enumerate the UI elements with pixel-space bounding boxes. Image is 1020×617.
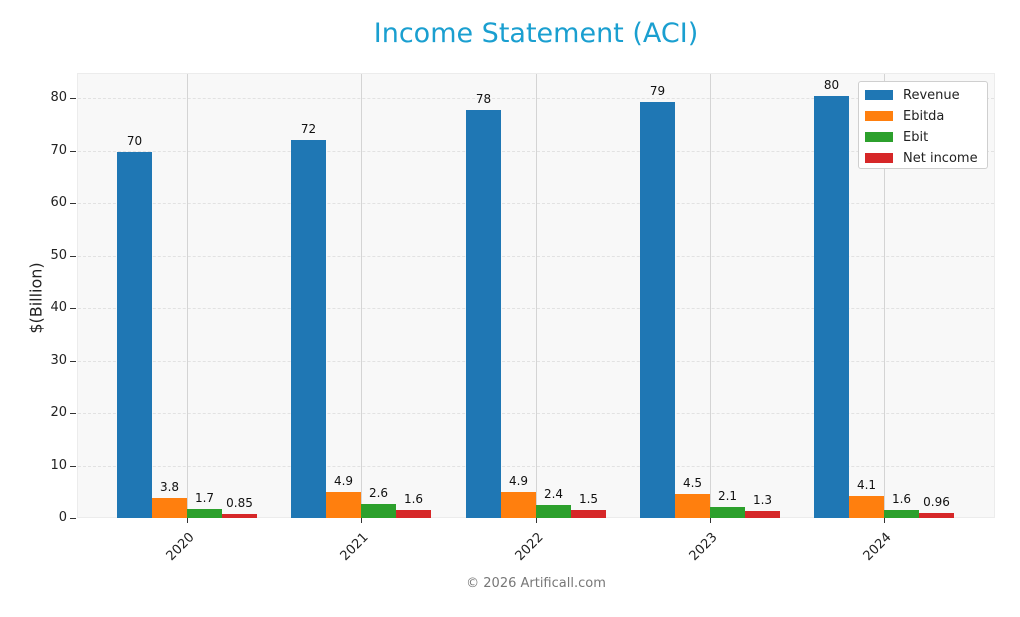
value-label: 1.7 — [194, 491, 215, 506]
y-tick-label: 0 — [58, 510, 67, 525]
value-label: 70 — [126, 133, 143, 148]
bar-net-income-2023[interactable] — [745, 511, 780, 518]
legend-swatch-icon — [865, 90, 893, 100]
legend-item-ebitda[interactable]: Ebitda — [865, 106, 944, 126]
bar-ebitda-2020[interactable] — [152, 498, 187, 518]
value-label: 1.6 — [891, 491, 912, 506]
v-gridline — [187, 74, 188, 517]
v-gridline — [884, 74, 885, 517]
y-tick — [70, 308, 76, 309]
y-axis-title: $(Billion) — [26, 262, 46, 334]
bar-ebitda-2022[interactable] — [501, 492, 536, 518]
value-label: 4.9 — [508, 474, 529, 489]
bar-ebitda-2021[interactable] — [326, 492, 361, 518]
legend-label: Revenue — [903, 87, 960, 103]
bar-revenue-2024[interactable] — [814, 95, 849, 518]
value-label: 0.85 — [226, 495, 253, 510]
y-tick-label: 50 — [50, 247, 67, 263]
y-tick — [70, 413, 76, 414]
y-tick-label: 60 — [50, 195, 67, 210]
x-tick-label: 2021 — [337, 530, 372, 565]
legend-item-net-income[interactable]: Net income — [865, 148, 978, 168]
value-label: 2.4 — [543, 487, 564, 502]
y-tick-label: 20 — [50, 405, 67, 420]
y-tick — [70, 518, 76, 519]
bar-revenue-2020[interactable] — [117, 151, 152, 518]
value-label: 2.6 — [368, 486, 389, 501]
v-gridline — [361, 74, 362, 517]
bar-ebit-2021[interactable] — [361, 504, 396, 518]
x-tick — [710, 518, 711, 523]
legend-label: Ebit — [903, 129, 929, 145]
x-tick — [884, 518, 885, 523]
legend-swatch-icon — [865, 111, 893, 121]
value-label: 2.1 — [717, 488, 738, 503]
bar-net-income-2020[interactable] — [222, 513, 257, 518]
legend-swatch-icon — [865, 132, 893, 142]
y-tick — [70, 150, 76, 152]
v-gridline — [536, 74, 537, 517]
y-tick — [70, 465, 76, 467]
value-label: 3.8 — [159, 480, 180, 495]
bar-ebit-2024[interactable] — [884, 509, 919, 518]
value-label: 4.5 — [682, 476, 703, 491]
bar-revenue-2021[interactable] — [291, 140, 326, 518]
bar-net-income-2021[interactable] — [396, 509, 431, 518]
value-label: 79 — [649, 84, 666, 99]
bar-ebitda-2024[interactable] — [849, 496, 884, 518]
v-gridline — [710, 74, 711, 517]
bar-revenue-2022[interactable] — [466, 110, 501, 518]
x-tick-label: 2022 — [512, 530, 547, 565]
bar-ebit-2020[interactable] — [187, 509, 222, 518]
value-label: 4.1 — [856, 478, 877, 493]
value-label: 80 — [823, 77, 840, 92]
y-tick — [70, 203, 76, 204]
bar-net-income-2022[interactable] — [571, 510, 606, 518]
bar-ebit-2023[interactable] — [710, 506, 745, 518]
x-tick — [361, 518, 362, 523]
bar-revenue-2023[interactable] — [640, 102, 675, 518]
legend-label: Ebitda — [903, 108, 945, 124]
chart-title: Income Statement (ACI) — [373, 18, 699, 49]
legend-label: Net income — [903, 150, 978, 166]
x-tick-label: 2023 — [686, 530, 721, 565]
x-tick — [536, 518, 537, 523]
x-tick-label: 2024 — [860, 530, 895, 565]
value-label: 1.6 — [403, 491, 424, 506]
y-tick — [70, 98, 76, 99]
bar-ebit-2022[interactable] — [536, 505, 571, 518]
value-label: 4.9 — [333, 474, 354, 489]
legend-item-ebit[interactable]: Ebit — [865, 127, 928, 147]
value-label: 1.3 — [752, 493, 773, 508]
footer-copyright: © 2026 Artificall.com — [466, 576, 606, 591]
legend-item-revenue[interactable]: Revenue — [865, 85, 960, 105]
value-label: 1.5 — [578, 492, 599, 507]
value-label: 72 — [300, 122, 317, 136]
x-tick — [187, 518, 188, 523]
x-tick-label: 2020 — [163, 530, 198, 565]
bar-net-income-2024[interactable] — [919, 512, 954, 518]
value-label: 78 — [475, 92, 492, 107]
y-tick-label: 40 — [50, 300, 67, 315]
bar-ebitda-2023[interactable] — [675, 494, 710, 518]
legend-swatch-icon — [865, 153, 893, 163]
y-tick-label: 10 — [50, 457, 67, 473]
y-tick-label: 80 — [50, 90, 67, 105]
value-label: 0.96 — [923, 494, 950, 509]
y-tick-label: 70 — [50, 142, 67, 158]
y-tick — [70, 360, 76, 362]
y-tick-label: 30 — [50, 352, 67, 368]
y-tick — [70, 255, 76, 257]
legend: Revenue Ebitda Ebit Net income — [858, 81, 988, 169]
